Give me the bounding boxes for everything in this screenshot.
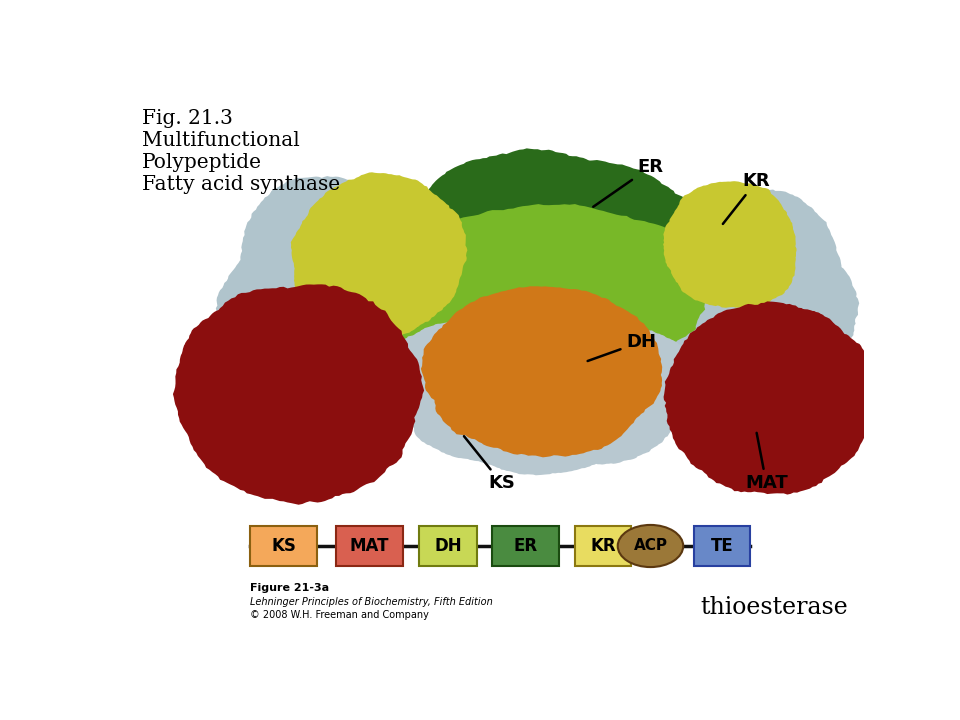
Text: KR: KR [723,172,770,224]
Polygon shape [320,185,454,298]
Text: TE: TE [711,537,733,555]
Polygon shape [477,305,639,417]
Polygon shape [416,148,652,295]
Polygon shape [375,204,708,389]
Polygon shape [173,284,424,505]
Polygon shape [454,374,633,475]
Text: Fig. 21.3
Multifunctional
Polypeptide
Fatty acid synthase: Fig. 21.3 Multifunctional Polypeptide Fa… [142,109,341,194]
Polygon shape [291,172,468,337]
Polygon shape [294,210,444,340]
Text: ER: ER [514,537,538,555]
Text: ER: ER [593,158,663,207]
Polygon shape [688,305,868,457]
FancyBboxPatch shape [251,526,317,566]
Polygon shape [216,226,413,389]
Polygon shape [532,374,674,464]
Polygon shape [670,338,841,482]
Text: KS: KS [272,537,296,555]
Polygon shape [453,232,663,346]
Polygon shape [179,294,382,468]
Polygon shape [485,202,677,315]
Text: MAT: MAT [349,537,389,555]
Polygon shape [434,314,628,454]
Polygon shape [420,287,662,457]
Polygon shape [395,235,660,381]
Polygon shape [416,158,703,331]
Ellipse shape [617,525,684,567]
Polygon shape [434,215,612,324]
FancyBboxPatch shape [336,526,403,566]
Polygon shape [249,264,422,397]
Text: DH: DH [434,537,462,555]
FancyBboxPatch shape [420,526,477,566]
Polygon shape [216,328,405,490]
Polygon shape [663,302,874,495]
FancyBboxPatch shape [694,526,750,566]
Text: Figure 21-3a: Figure 21-3a [251,582,329,593]
Polygon shape [387,321,540,415]
FancyBboxPatch shape [492,526,559,566]
Polygon shape [411,371,559,462]
Polygon shape [676,189,842,369]
Text: KS: KS [464,436,516,492]
Polygon shape [663,181,797,307]
Text: Lehninger Principles of Biochemistry, Fifth Edition: Lehninger Principles of Biochemistry, Fi… [251,597,492,607]
Text: © 2008 W.H. Freeman and Company: © 2008 W.H. Freeman and Company [251,611,429,621]
Text: ACP: ACP [634,539,667,554]
Polygon shape [557,328,698,417]
Polygon shape [684,208,796,308]
Text: KR: KR [590,537,616,555]
FancyBboxPatch shape [575,526,631,566]
Polygon shape [670,269,835,397]
Text: MAT: MAT [745,433,788,492]
Text: thioesterase: thioesterase [701,595,849,618]
Text: DH: DH [588,333,656,361]
Polygon shape [238,176,418,387]
Polygon shape [679,235,859,382]
